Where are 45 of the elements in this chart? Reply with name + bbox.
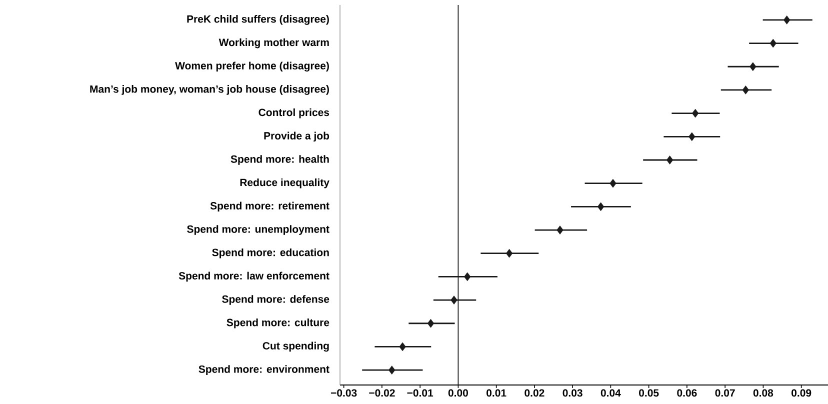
- point: [742, 86, 750, 94]
- y-tick-label: Man’s job money, woman’s job house (disagree): [90, 85, 329, 95]
- x-tick-label: 0.05: [639, 389, 659, 397]
- y-tick-label: Provide a job: [264, 132, 330, 142]
- x-tick-label: 0.06: [677, 389, 697, 397]
- y-tick-label: Spend more: defense: [222, 295, 330, 305]
- y-tick-label: Spend more: law enforcement: [178, 272, 330, 282]
- point: [666, 156, 674, 164]
- point: [506, 248, 513, 258]
- point: [450, 296, 458, 304]
- y-tick-label: Reduce inequality: [240, 178, 330, 188]
- x-tick-label: 0.09: [792, 389, 812, 397]
- point: [688, 132, 696, 142]
- y-tick-label: Working mother warm: [218, 38, 329, 48]
- x-tick-label: −0.02: [369, 389, 395, 397]
- point: [597, 202, 604, 212]
- y-tick-label: Spend more: culture: [226, 318, 330, 328]
- x-tick-label: 0.08: [753, 389, 774, 397]
- point: [692, 108, 699, 118]
- point: [464, 272, 471, 282]
- point: [556, 226, 564, 234]
- y-tick-label: Spend more: retirement: [210, 202, 330, 212]
- x-tick-label: 0.04: [600, 389, 621, 397]
- point: [783, 16, 790, 24]
- x-tick-label: −0.01: [407, 389, 434, 397]
- y-tick-label: Cut spending: [262, 342, 329, 352]
- x-tick-label: −0.03: [330, 389, 357, 397]
- x-tick-label: 0.03: [562, 389, 582, 397]
- x-tick-label: 0.01: [486, 389, 506, 397]
- x-tick-label: 0.07: [715, 389, 735, 397]
- y-tick-label: Spend more: unemployment: [187, 225, 330, 235]
- point: [610, 178, 616, 188]
- point: [399, 342, 406, 352]
- y-tick-label: Control prices: [258, 108, 330, 118]
- y-tick-label: Women prefer home (disagree): [175, 62, 329, 72]
- point: [427, 318, 434, 328]
- y-tick-label: Spend more: health: [230, 155, 329, 165]
- point: [770, 38, 776, 48]
- point: [388, 366, 396, 374]
- y-tick-label: PreK child suffers (disagree): [187, 15, 329, 25]
- x-tick-label: 0.02: [524, 389, 544, 397]
- point: [750, 62, 756, 72]
- x-tick-label: 0.00: [448, 389, 468, 397]
- y-tick-label: Spend more: environment: [198, 365, 330, 375]
- y-tick-label: Spend more: education: [212, 248, 329, 258]
